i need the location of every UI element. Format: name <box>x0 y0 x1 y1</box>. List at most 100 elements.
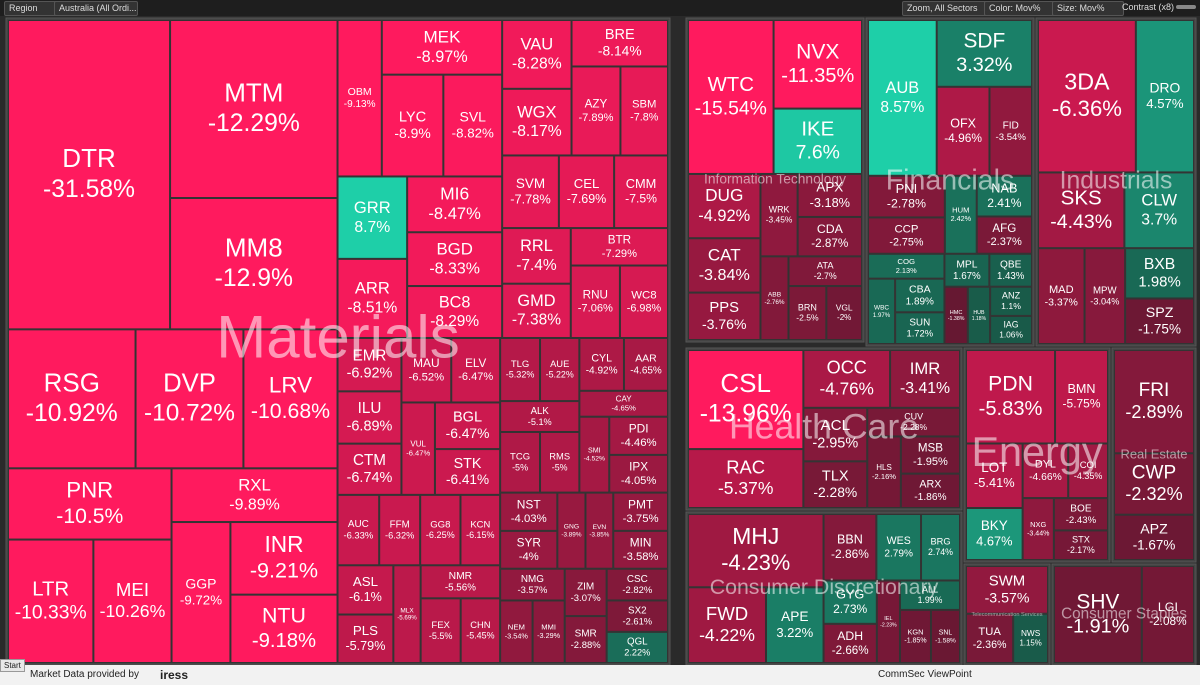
contrast-slider[interactable] <box>1176 5 1196 9</box>
tile[interactable]: PDN-5.83% <box>966 350 1056 444</box>
tile[interactable]: MM8 -12.9% <box>170 198 338 330</box>
tile[interactable]: CEL-7.69% <box>558 155 615 229</box>
tile[interactable]: LYC-8.9% <box>381 74 444 177</box>
tile[interactable]: APZ-1.67% <box>1114 514 1194 561</box>
tile[interactable]: COI-4.35% <box>1068 443 1108 499</box>
tile[interactable]: ASL-6.1% <box>337 565 394 615</box>
tile[interactable]: SPZ-1.75% <box>1125 298 1194 344</box>
tile[interactable]: TUA-2.36% <box>966 613 1014 663</box>
tile[interactable]: VUL-6.47% <box>401 402 435 495</box>
tile[interactable]: GMD -7.38% <box>502 283 571 338</box>
tile[interactable]: BGD -8.33% <box>407 232 503 287</box>
market-select[interactable]: Australia (All Ordi... <box>54 1 138 16</box>
tile[interactable]: CDA-2.87% <box>797 216 862 257</box>
tile[interactable]: PNI-2.78% <box>868 175 945 218</box>
tile[interactable]: BBN-2.86% <box>823 514 877 581</box>
tile[interactable]: CYL-4.92% <box>579 337 624 391</box>
tile[interactable]: APX-3.18% <box>797 173 862 217</box>
tile[interactable]: NVX-11.35% <box>773 20 862 109</box>
tile[interactable]: LOT-5.41% <box>966 443 1023 509</box>
tile[interactable]: CWP-2.32% <box>1114 453 1194 515</box>
tile[interactable]: KGN -1.85% <box>899 609 931 663</box>
tile[interactable]: MPW-3.04% <box>1084 248 1126 345</box>
tile[interactable]: TCG-5% <box>500 431 541 493</box>
tile[interactable]: HMC-1.38% <box>944 286 968 345</box>
tile[interactable]: AAR-4.65% <box>623 337 669 391</box>
tile[interactable]: EVN-3.85% <box>585 492 614 569</box>
tile[interactable]: CSC-2.82% <box>606 568 668 601</box>
tile[interactable]: NMG-3.57% <box>500 568 565 601</box>
tile[interactable]: SX2-2.61% <box>606 600 668 632</box>
tile[interactable]: RRL -7.4% <box>502 228 571 284</box>
tile[interactable]: CSL -13.96% <box>688 350 804 450</box>
tile[interactable]: MI6-8.47% <box>407 176 503 233</box>
tile[interactable]: OFX-4.96% <box>936 86 990 176</box>
tile[interactable]: CUV-2.28% <box>867 407 961 437</box>
tile[interactable]: BRE-8.14% <box>571 20 669 67</box>
tile[interactable]: ATA-2.7% <box>788 256 863 287</box>
tile[interactable]: PDI -4.46% <box>609 416 668 455</box>
tile[interactable]: SWM-3.57% <box>966 566 1048 614</box>
tile[interactable]: BC8 -8.29% <box>407 286 503 338</box>
tile[interactable]: NXG-3.44% <box>1022 498 1054 560</box>
size-select[interactable]: Size: Mov% <box>1052 1 1124 16</box>
tile[interactable]: ALK-5.1% <box>500 401 580 432</box>
region-select[interactable]: Region <box>4 1 58 16</box>
tile[interactable]: ZIM-3.07% <box>564 568 607 617</box>
tile[interactable]: WC8 -6.98% <box>619 265 669 338</box>
tile[interactable]: MEI-10.26% <box>93 539 172 663</box>
tile[interactable]: BGL-6.47% <box>434 402 501 450</box>
tile[interactable]: RNU -7.06% <box>570 265 620 338</box>
tile[interactable]: LRV-10.68% <box>243 329 338 469</box>
tile[interactable]: GNG-3.89% <box>557 492 586 569</box>
tile[interactable]: PMT -3.75% <box>613 492 669 531</box>
tile[interactable]: GG8-6.25% <box>420 494 461 566</box>
tile[interactable]: VGL-2% <box>826 286 862 341</box>
tile[interactable]: BMN-5.75% <box>1055 350 1108 444</box>
tile[interactable]: MAD-3.37% <box>1038 248 1085 345</box>
tile[interactable]: LGI-2.08% <box>1141 566 1195 663</box>
tile[interactable]: ILU-6.89% <box>337 391 402 444</box>
tile[interactable]: PPS-3.76% <box>688 292 761 341</box>
start-button[interactable]: Start <box>0 659 25 672</box>
tile[interactable]: PLS-5.79% <box>337 614 394 664</box>
tile[interactable]: WGX -8.17% <box>502 88 572 156</box>
tile[interactable]: ARR -8.51% <box>337 258 408 338</box>
color-select[interactable]: Color: Mov% <box>984 1 1056 16</box>
tile[interactable]: OCC-4.76% <box>803 350 891 408</box>
tile[interactable]: ABB-2.76% <box>760 256 789 340</box>
tile[interactable]: CCP-2.75% <box>868 217 945 254</box>
tile[interactable]: RSG -10.92% <box>8 329 136 469</box>
tile[interactable]: NTU-9.18% <box>230 594 338 664</box>
tile[interactable]: VAU-8.28% <box>502 20 572 89</box>
tile[interactable]: LTR -10.33% <box>8 539 94 663</box>
tile[interactable]: SHV-1.91% <box>1054 566 1142 663</box>
tile[interactable]: SVL-8.82% <box>443 74 503 177</box>
tile[interactable]: OBM-9.13% <box>337 20 382 177</box>
tile[interactable]: SVM-7.78% <box>502 155 559 229</box>
tile[interactable]: FID-3.54% <box>989 86 1033 176</box>
tile[interactable]: MMI-3.29% <box>532 600 565 663</box>
tile[interactable]: INR-9.21% <box>230 522 338 595</box>
tile[interactable]: MEK -8.97% <box>381 20 503 75</box>
tile[interactable]: ARX-1.86% <box>900 473 960 509</box>
tile[interactable]: SMR-2.88% <box>564 616 607 663</box>
tile[interactable]: AFG-2.37% <box>976 216 1032 254</box>
tile[interactable]: CAT-3.84% <box>688 238 761 293</box>
tile[interactable]: IEL-2.23% <box>876 580 900 663</box>
tile[interactable]: KCN-6.15% <box>460 494 501 566</box>
tile[interactable]: DUG -4.92% <box>688 173 761 239</box>
tile[interactable]: AZY-7.89% <box>571 66 621 156</box>
tile[interactable]: RXL -9.89% <box>171 468 338 523</box>
